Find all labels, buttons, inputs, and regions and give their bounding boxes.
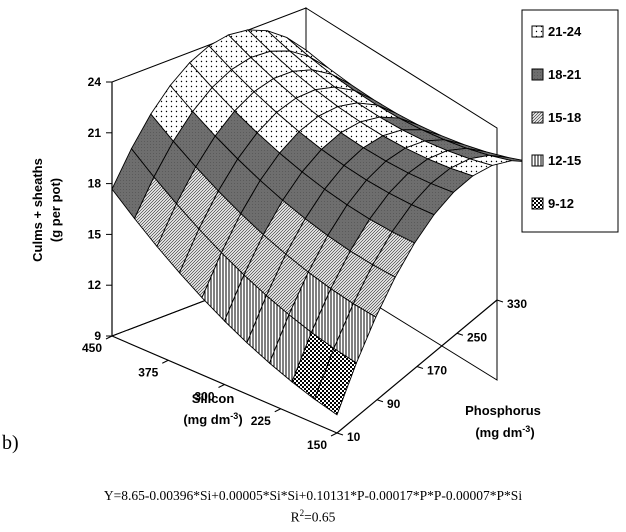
y-tick-mark [496,299,504,303]
r-squared-value: =0.65 [304,509,336,525]
legend-swatch [531,197,544,210]
y-axis-title-line1: Phosphorus [465,403,541,418]
x-tick-label: 225 [251,414,271,428]
z-axis-title-line1: Culms + sheaths [30,158,45,262]
x-tick-label: 300 [194,390,214,404]
z-tick-label: 12 [88,278,102,292]
y-tick-label: 330 [507,297,527,311]
y-tick-mark [376,399,384,403]
y-tick-mark [456,332,464,336]
x-tick-mark [218,384,225,388]
z-tick-label: 21 [88,126,102,140]
z-tick-label: 9 [94,329,101,343]
legend-label: 18-21 [548,67,581,82]
x-tick-label: 375 [138,365,158,379]
r-squared-sup: 2 [299,508,305,518]
y-tick-label: 250 [467,330,487,344]
legend-label: 21-24 [548,24,582,39]
legend-swatch [531,25,544,38]
y-tick-label: 10 [347,430,361,444]
legend-label: 15-18 [548,110,581,125]
legend-label: 12-15 [548,153,581,168]
x-tick-mark [162,359,169,364]
x-tick-mark [105,335,113,340]
panel-label: b) [2,432,19,454]
surface-cell [313,347,357,416]
y-tick-mark [336,432,344,436]
z-axis-ticks: 9 12 15 18 21 24 [88,75,112,343]
z-axis-title: Culms + sheaths (g per pot) [30,158,63,262]
legend-swatch [531,68,544,81]
r-squared: R2=0.65 [0,508,626,526]
x-tick-label: 150 [307,438,327,452]
x-tick-mark [330,432,338,437]
y-tick-label: 170 [427,364,447,378]
legend: 21-24 18-21 15-18 12-15 9-12 [531,24,582,211]
z-tick-label: 24 [88,75,102,89]
z-axis-title-line2: (g per pot) [48,178,63,242]
x-tick-label: 450 [82,341,102,355]
x-axis-title-line1: Silicon [192,391,235,406]
z-tick-label: 15 [88,227,102,241]
y-tick-label: 90 [387,397,401,411]
y-axis-ticks: 10 90 170 250 330 [336,297,527,444]
legend-swatch [531,111,544,124]
x-axis-title-line2: (mg dm-3) [183,411,242,427]
legend-label: 9-12 [548,196,574,211]
y-axis-title-line2: (mg dm-3) [475,424,534,440]
r-squared-label: R [290,509,300,525]
legend-swatch [531,154,544,167]
x-tick-mark [274,408,281,413]
x-axis-ticks: 450 375 300 225 150 [82,335,338,452]
regression-equation: Y=8.65-0.00396*Si+0.00005*Si*Si+0.10131*… [103,488,523,503]
z-tick-label: 18 [88,177,102,191]
surface-mesh [111,29,532,416]
surface-chart: 9 12 15 18 21 24 450 375 300 225 150 10 90 170 250 33… [2,7,619,454]
y-tick-mark [416,366,424,369]
